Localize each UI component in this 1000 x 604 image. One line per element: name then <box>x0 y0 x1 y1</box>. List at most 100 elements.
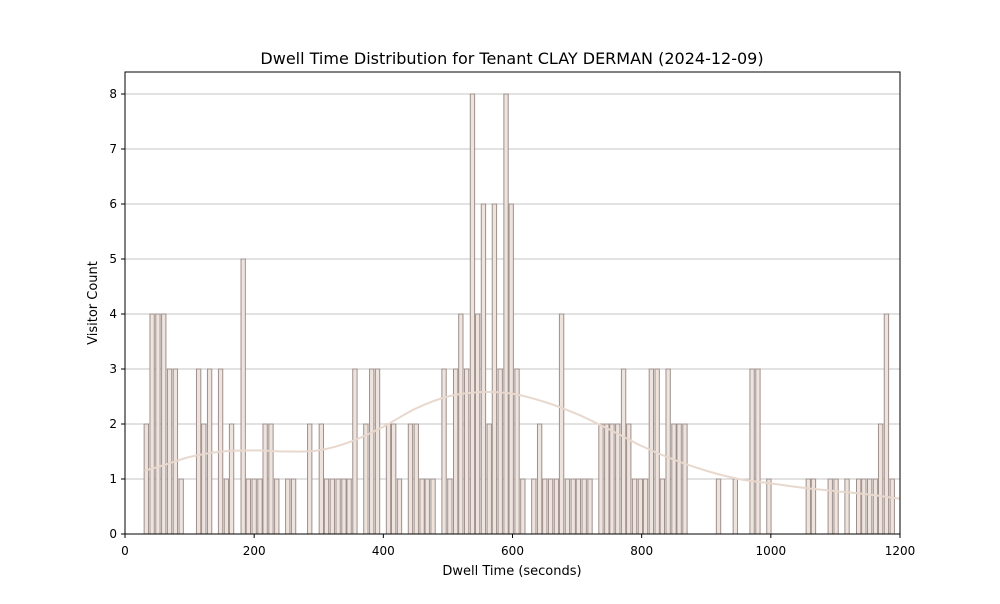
histogram-bar <box>155 313 161 535</box>
histogram-bar <box>341 478 347 535</box>
histogram-bar <box>329 478 335 535</box>
y-axis-ticks: 0 1 2 3 4 5 6 7 8 <box>109 87 125 541</box>
histogram-bar <box>161 313 167 535</box>
histogram-bar <box>497 368 503 535</box>
histogram-bar <box>587 478 593 535</box>
x-tick-label: 1200 <box>885 544 916 558</box>
histogram-bar <box>486 423 492 535</box>
histogram-bar <box>659 478 665 535</box>
x-tick-label: 600 <box>501 544 524 558</box>
histogram-bar <box>369 368 375 535</box>
histogram-bar <box>598 423 604 535</box>
histogram-bar <box>441 368 447 535</box>
histogram-bar <box>318 423 324 535</box>
histogram-bar <box>251 478 257 535</box>
histogram-bar <box>682 423 688 535</box>
histogram-bar <box>374 368 381 535</box>
histogram-bar <box>872 478 879 535</box>
histogram-bar <box>195 368 202 535</box>
histogram-bar <box>178 478 184 535</box>
histogram-bar <box>245 478 252 535</box>
histogram-bar <box>503 93 509 535</box>
histogram-bar <box>206 368 213 535</box>
histogram-bar <box>575 478 582 535</box>
histogram-bar <box>262 423 268 535</box>
histogram-bar <box>564 478 571 535</box>
histogram-bar <box>861 478 867 535</box>
histogram-bar <box>536 423 543 535</box>
x-tick-label: 0 <box>121 544 129 558</box>
histogram-bar <box>671 423 677 535</box>
histogram-bar <box>223 478 230 535</box>
histogram-bar <box>268 423 274 535</box>
histogram-bar <box>201 423 207 535</box>
histogram-bar <box>391 423 397 535</box>
histogram-bar <box>766 478 772 535</box>
histogram-bar <box>385 423 392 535</box>
histogram-bar <box>856 478 862 535</box>
histogram-bar <box>172 368 179 535</box>
histogram-bar <box>363 423 369 535</box>
y-tick-label: 6 <box>109 197 117 211</box>
histogram-bar <box>866 478 873 535</box>
histogram-bar <box>274 478 280 535</box>
histogram-bar <box>407 423 414 535</box>
histogram-bar <box>413 423 419 535</box>
histogram-bar <box>290 478 297 535</box>
density-curve-group <box>144 390 901 500</box>
histogram-bar <box>604 423 610 535</box>
histogram-bar <box>609 423 615 535</box>
histogram-bar <box>149 313 155 535</box>
histogram-bar <box>346 478 352 535</box>
histogram-bar <box>469 93 476 535</box>
density-curve <box>144 390 901 500</box>
histogram-bar <box>810 478 817 535</box>
histogram-bar <box>749 368 755 535</box>
histogram-bar <box>755 368 761 535</box>
x-tick-label: 800 <box>630 544 653 558</box>
y-tick-label: 5 <box>109 252 117 266</box>
histogram-bar <box>285 478 291 535</box>
histogram-bar <box>833 478 839 535</box>
y-tick-label: 4 <box>109 307 117 321</box>
histogram-bar <box>257 478 263 535</box>
x-axis-ticks: 0 200 400 600 800 1000 1200 <box>121 534 915 558</box>
histogram-bar <box>732 478 738 535</box>
x-tick-label: 400 <box>372 544 395 558</box>
histogram-bar <box>715 478 722 535</box>
histogram-bar <box>508 203 514 535</box>
histogram-bar <box>642 478 649 535</box>
histogram-bar <box>335 478 341 535</box>
y-tick-label: 0 <box>109 527 117 541</box>
histogram-bar <box>240 258 246 535</box>
histogram-bar <box>352 368 358 535</box>
histogram-bar <box>458 313 464 535</box>
x-tick-label: 1000 <box>756 544 787 558</box>
histogram-bar <box>430 478 436 535</box>
y-tick-label: 2 <box>109 417 117 431</box>
histogram-bar <box>827 478 833 535</box>
histogram-bar <box>228 423 235 535</box>
histogram-bar <box>547 478 554 535</box>
histogram-bar <box>665 368 671 535</box>
histogram-bar <box>531 478 537 535</box>
histogram-bar <box>581 478 587 535</box>
histogram-bar <box>323 478 330 535</box>
histogram-bar <box>474 313 481 535</box>
chart-title: Dwell Time Distribution for Tenant CLAY … <box>260 49 763 68</box>
histogram-bar <box>570 478 576 535</box>
y-tick-label: 7 <box>109 142 117 156</box>
histogram-bar <box>620 368 627 535</box>
y-tick-label: 3 <box>109 362 117 376</box>
histogram-bar <box>631 478 638 535</box>
histogram-bar <box>419 478 425 535</box>
histogram-bar <box>424 478 430 535</box>
histogram-bar <box>542 478 548 535</box>
y-tick-label: 8 <box>109 87 117 101</box>
histogram-bar <box>480 203 487 535</box>
x-axis-label: Dwell Time (seconds) <box>442 564 581 579</box>
histogram-bar <box>520 478 526 535</box>
histogram-bar <box>307 423 313 535</box>
histogram-bar <box>844 478 850 535</box>
